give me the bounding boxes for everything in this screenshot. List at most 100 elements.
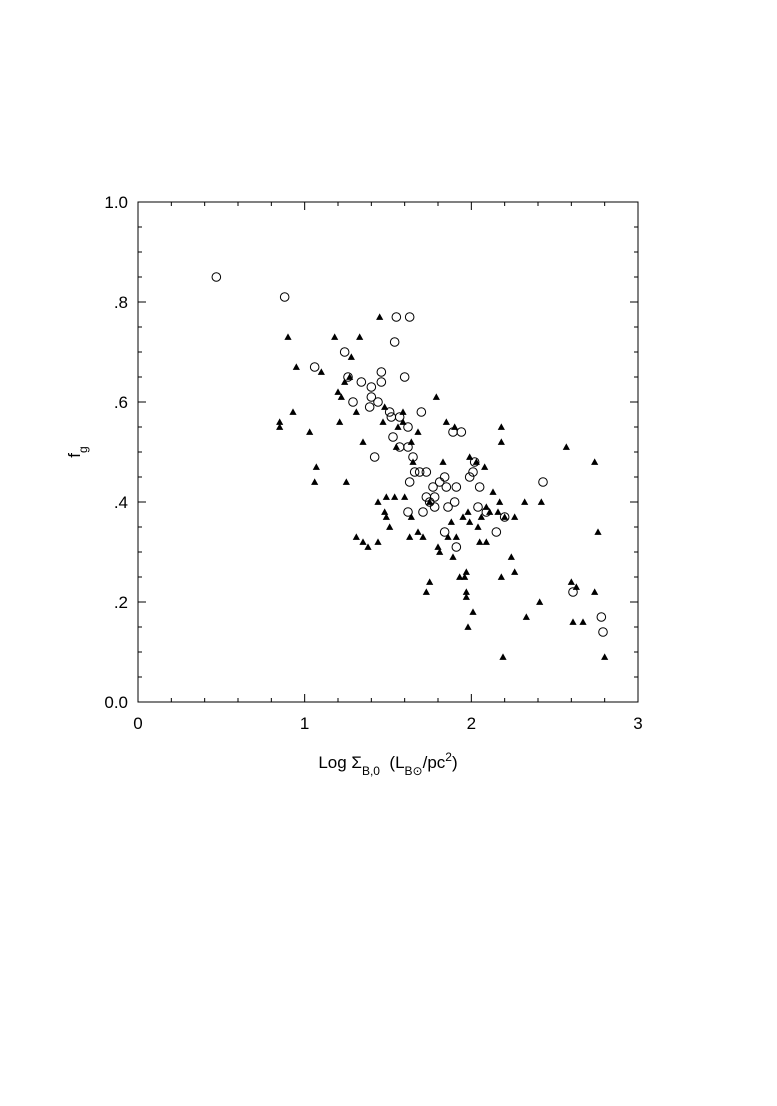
point xyxy=(497,573,505,580)
point xyxy=(374,538,382,545)
point xyxy=(424,497,435,507)
point xyxy=(347,353,355,360)
point xyxy=(439,472,450,482)
point xyxy=(459,513,467,520)
point xyxy=(469,608,477,615)
point xyxy=(474,482,485,492)
point xyxy=(481,463,489,470)
point xyxy=(477,513,485,520)
point xyxy=(418,507,428,517)
point xyxy=(312,463,320,470)
label-part: B,0 xyxy=(362,764,380,778)
point xyxy=(364,402,375,412)
point xyxy=(374,498,382,505)
point xyxy=(356,377,367,387)
plot-frame xyxy=(137,201,639,703)
point xyxy=(276,418,284,425)
point xyxy=(468,467,478,477)
point xyxy=(497,423,505,430)
point xyxy=(461,573,469,580)
point xyxy=(451,423,459,430)
point xyxy=(501,513,509,520)
point xyxy=(444,533,452,540)
point xyxy=(537,498,545,505)
point xyxy=(391,493,399,500)
point xyxy=(409,458,417,465)
point xyxy=(403,507,413,517)
point xyxy=(591,458,599,465)
point xyxy=(562,443,570,450)
point xyxy=(451,542,462,552)
y-tick-label: .8 xyxy=(114,293,128,312)
point xyxy=(429,502,440,512)
point xyxy=(419,533,427,540)
point xyxy=(449,553,457,560)
point xyxy=(381,508,389,515)
point xyxy=(289,408,297,415)
point xyxy=(403,422,413,432)
point xyxy=(403,442,413,452)
point xyxy=(499,512,510,522)
point xyxy=(391,312,402,322)
point xyxy=(567,578,575,585)
point xyxy=(536,598,544,605)
y-axis-label: fg xyxy=(65,446,90,457)
point xyxy=(464,472,475,482)
point xyxy=(439,458,447,465)
point xyxy=(511,568,519,575)
point xyxy=(414,428,422,435)
x-tick-label: 1 xyxy=(300,714,309,733)
point xyxy=(394,412,405,422)
label-part: ) xyxy=(452,753,458,772)
point xyxy=(346,373,354,380)
point xyxy=(499,653,507,660)
point xyxy=(276,423,284,430)
point xyxy=(388,432,398,442)
point xyxy=(432,393,440,400)
point xyxy=(399,418,407,425)
point xyxy=(452,533,460,540)
y-tick-label: 1.0 xyxy=(104,193,128,212)
point xyxy=(317,368,325,375)
point xyxy=(462,593,470,600)
point xyxy=(337,393,345,400)
point xyxy=(591,588,599,595)
point xyxy=(211,272,222,282)
point xyxy=(421,467,432,477)
point xyxy=(406,533,414,540)
point xyxy=(379,418,387,425)
y-tick-label: 0.0 xyxy=(104,693,128,712)
label-part: 2 xyxy=(445,750,452,764)
point xyxy=(311,478,319,485)
y-tick-label: .2 xyxy=(114,593,128,612)
point xyxy=(428,482,438,492)
point xyxy=(456,427,467,437)
point xyxy=(407,513,415,520)
point xyxy=(292,363,300,370)
point xyxy=(348,397,358,407)
point xyxy=(343,372,353,382)
point xyxy=(376,313,384,320)
x-axis-label: Log ΣB,0 (LB⊙/pc2) xyxy=(318,750,457,778)
point xyxy=(486,508,494,515)
point xyxy=(443,502,453,512)
point xyxy=(466,453,474,460)
point xyxy=(336,418,344,425)
point xyxy=(482,503,490,510)
point xyxy=(464,623,472,630)
x-tick-label: 3 xyxy=(633,714,642,733)
point xyxy=(359,438,367,445)
point xyxy=(404,312,415,322)
point xyxy=(392,443,400,450)
point xyxy=(309,362,320,372)
point xyxy=(472,458,480,465)
label-part: g xyxy=(76,446,90,453)
y-tick-label: .6 xyxy=(114,393,128,412)
point xyxy=(381,403,389,410)
label-part: /pc xyxy=(423,753,446,772)
point xyxy=(429,492,440,502)
point xyxy=(466,518,474,525)
point xyxy=(386,523,394,530)
point xyxy=(376,367,387,377)
